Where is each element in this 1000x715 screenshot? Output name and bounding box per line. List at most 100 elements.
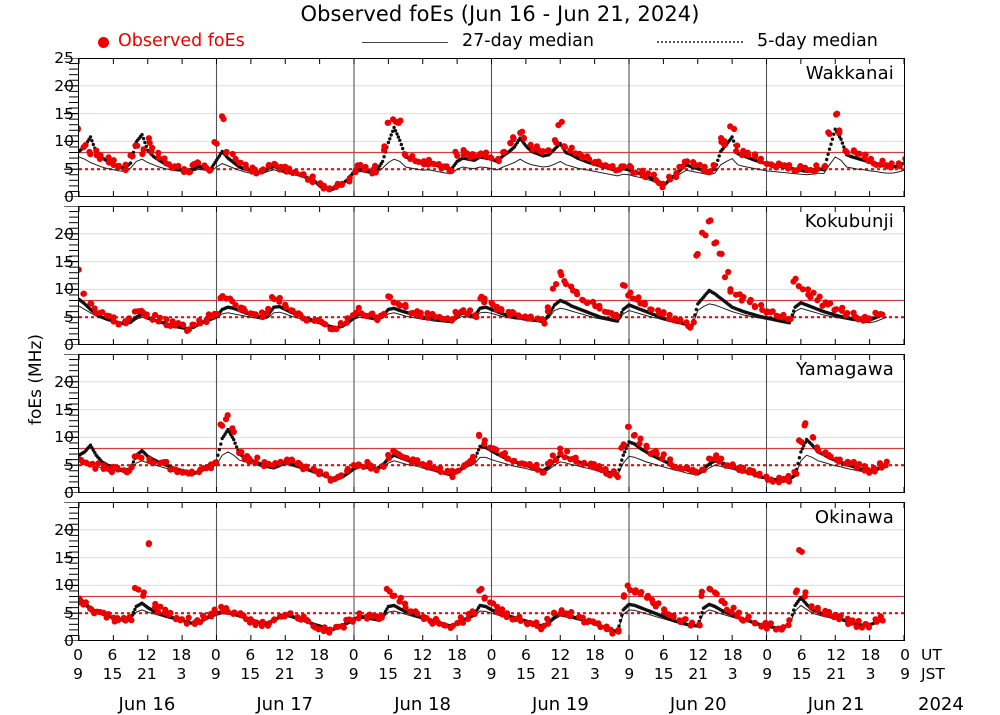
x-tick-jst: 21 [274,665,295,683]
x-tick-ut: 0 [624,646,635,664]
x-axis-day-label: Jun 18 [394,694,451,715]
x-axis-day-label: Jun 16 [118,694,176,715]
y-axis-minor-ticks [64,58,78,197]
x-tick-jst: 3 [452,665,462,683]
station-label: Kokubunji [804,211,894,232]
x-tick-jst: 21 [826,665,846,683]
x-tick-jst: 15 [378,665,398,683]
page-title: Observed foEs (Jun 16 - Jun 21, 2024) [300,2,700,26]
y-axis-minor-ticks [64,206,78,345]
x-tick-ut: 12 [688,646,709,664]
x-tick-jst: 3 [314,665,325,683]
x-tick-jst: 21 [688,665,709,683]
station-label: Yamagawa [796,359,894,380]
x-tick-ut: 12 [412,646,433,664]
x-tick-ut: 12 [550,646,571,664]
chart-panel-kokubunji: Kokubunji [78,206,905,345]
series-27day-median [79,156,904,189]
plot-canvas [79,355,904,492]
x-tick-jst: 15 [516,665,536,683]
x-tick-ut: 0 [210,646,221,664]
x-tick-jst: 9 [486,665,497,683]
legend-label-27day: 27-day median [462,31,594,52]
x-tick-jst: 9 [762,665,773,683]
plot-area [79,355,904,492]
x-tick-jst: 3 [589,665,600,683]
series-observed-foes [79,217,886,334]
series-observed-foes [79,110,904,193]
x-axis-jst-row-label: JST [921,665,945,683]
x-tick-jst: 3 [727,665,738,683]
x-tick-jst: 9 [348,665,359,683]
plot-canvas [79,59,904,196]
x-axis-day-label: Jun 19 [532,694,589,715]
plot-area [79,503,904,640]
x-tick-jst: 9 [210,665,221,683]
x-tick-ut: 0 [73,646,83,664]
x-tick-ut: 18 [860,646,881,664]
legend-item-5day: 5-day median [657,30,878,54]
x-tick-ut: 6 [521,646,531,664]
x-tick-ut: 12 [274,646,295,664]
x-tick-ut: 0 [900,646,910,664]
x-tick-ut: 18 [585,646,605,664]
x-tick-ut: 18 [722,646,743,664]
legend-label-5day: 5-day median [757,31,878,52]
series-observed-foes [79,540,886,637]
x-axis-day-label: Jun 17 [256,694,314,715]
x-tick-jst: 15 [791,665,812,683]
x-tick-jst: 15 [653,665,674,683]
x-tick-jst: 15 [240,665,261,683]
y-axis-minor-ticks [64,502,78,641]
x-tick-ut: 6 [107,646,118,664]
x-axis: 0 9 6 15 12 21 18 3 0 9 6 15 12 21 18 3 0 9 6 15 12 21 18 3 0 9 6 1… [73,646,964,715]
red-dot-icon [98,36,109,48]
legend-label-observed: Observed foEs [118,31,245,52]
chart-panel-yamagawa: Yamagawa [78,354,905,493]
x-axis-day-label: Jun 21 [807,694,865,715]
x-tick-ut: 12 [826,646,846,664]
x-tick-jst: 9 [624,665,635,683]
y-tick-label: 0 [64,188,74,206]
solid-line-icon [362,41,448,43]
y-tick-label: 0 [64,336,74,354]
x-tick-ut: 18 [309,646,330,664]
plot-canvas [79,503,904,640]
station-label: Okinawa [814,507,894,528]
legend-item-observed: Observed foEs [98,30,245,54]
x-tick-jst: 15 [102,665,123,683]
plot-canvas [79,207,904,344]
x-tick-ut: 0 [348,646,359,664]
plot-area [79,59,904,196]
y-tick-label: 0 [64,632,74,650]
x-tick-ut: 0 [486,646,497,664]
x-tick-jst: 21 [412,665,433,683]
legend: Observed foEs 27-day median 5-day median [0,30,1000,54]
x-tick-ut: 6 [796,646,807,664]
x-tick-jst: 3 [176,665,187,683]
x-tick-jst: 9 [73,665,83,683]
plot-area [79,207,904,344]
station-label: Wakkanai [805,63,894,84]
x-tick-ut: 6 [383,646,394,664]
chart-panel-okinawa: Okinawa [78,502,905,641]
x-tick-jst: 21 [137,665,157,683]
x-tick-jst: 21 [550,665,571,683]
x-axis-day-label: Jun 20 [669,694,727,715]
x-tick-jst: 3 [865,665,876,683]
x-tick-ut: 18 [447,646,467,664]
x-tick-ut: 18 [171,646,192,664]
x-tick-ut: 0 [762,646,773,664]
x-tick-ut: 6 [245,646,256,664]
chart-panel-wakkanai: Wakkanai [78,58,905,197]
dotted-line-icon [657,41,743,43]
x-axis-year-label: 2024 [918,694,964,715]
x-tick-ut: 12 [137,646,157,664]
y-axis-title: foEs (MHz) [6,287,46,427]
x-tick-jst: 9 [900,665,910,683]
legend-item-27day: 27-day median [362,30,594,54]
series-observed-foes [79,412,890,486]
y-tick-label: 0 [64,484,74,502]
y-axis-minor-ticks [64,354,78,493]
x-axis-ut-row-label: UT [921,646,942,664]
